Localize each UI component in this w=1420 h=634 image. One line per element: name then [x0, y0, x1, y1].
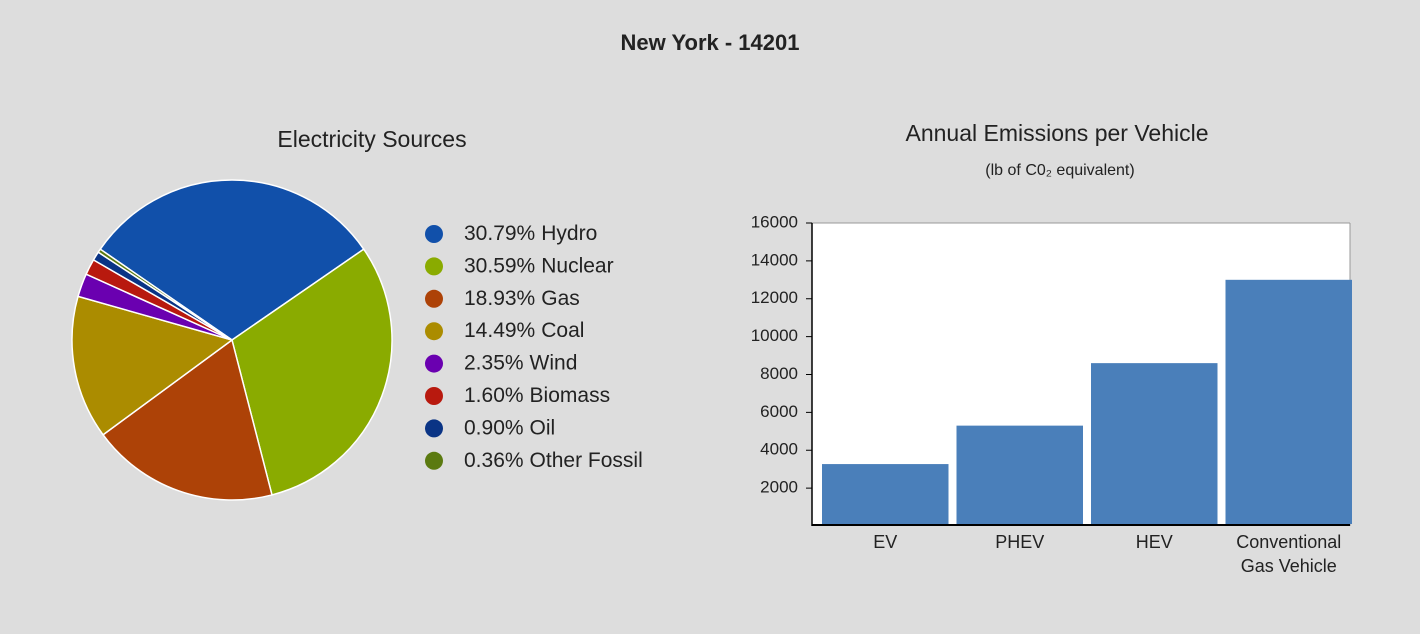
x-tick-label: EV: [873, 532, 898, 552]
legend-label: 14.49% Coal: [464, 319, 584, 342]
pie-slice: [97, 248, 233, 341]
pie-slice: [102, 338, 273, 501]
pie-slice: [231, 248, 393, 496]
legend-swatch: [425, 322, 443, 341]
y-tick-label: 2000: [760, 478, 798, 497]
legend-name: Gas: [541, 286, 580, 309]
y-tick-label: 8000: [760, 364, 798, 383]
page-title: New York - 14201: [621, 30, 800, 55]
y-tick-label: 16000: [751, 212, 798, 231]
legend-name: Coal: [541, 319, 584, 342]
legend-label: 0.90% Oil: [464, 416, 555, 439]
legend-label: 18.93% Gas: [464, 286, 580, 309]
legend-name: Oil: [530, 416, 556, 439]
legend-swatch: [425, 387, 443, 405]
legend-label: 30.79% Hydro: [464, 222, 597, 245]
y-tick-label: 6000: [760, 402, 798, 421]
pie-slice: [99, 179, 365, 341]
legend-label: 30.59% Nuclear: [464, 254, 614, 277]
legend-swatch: [425, 451, 443, 470]
legend-swatch: [425, 289, 443, 308]
legend-name: Wind: [530, 351, 578, 374]
x-tick-label: Conventional Gas Vehicle: [1236, 532, 1342, 576]
legend-value: 18.93%: [464, 286, 535, 309]
y-tick-label: 14000: [751, 250, 798, 269]
legend-label: 1.60% Biomass: [464, 384, 610, 407]
bar: [1225, 279, 1352, 524]
legend-name: Other Fossil: [530, 448, 643, 471]
y-tick-label: 4000: [760, 440, 798, 459]
bar: [956, 425, 1083, 524]
legend-swatch: [425, 419, 443, 438]
pie-title: Electricity Sources: [277, 126, 466, 152]
legend-value: 14.49%: [464, 319, 535, 342]
y-tick-label: 10000: [751, 326, 798, 345]
legend-value: 30.59%: [464, 254, 535, 277]
legend-swatch: [425, 354, 443, 373]
legend-name: Biomass: [530, 384, 611, 407]
legend-swatch: [425, 225, 443, 243]
x-tick-label: HEV: [1135, 532, 1173, 552]
x-tick-label: PHEV: [995, 532, 1045, 552]
legend-value: 0.36%: [464, 448, 524, 471]
legend-label: 0.36% Other Fossil: [464, 448, 643, 471]
legend-value: 1.60%: [464, 384, 524, 407]
legend-value: 0.90%: [464, 416, 524, 439]
y-tick-label: 12000: [751, 288, 798, 307]
bar: [822, 464, 949, 524]
bar-title: Annual Emissions per Vehicle: [906, 120, 1209, 146]
bar: [1091, 363, 1218, 524]
bar-subtitle: (lb of C0₂ equivalent): [985, 162, 1134, 179]
legend-value: 2.35%: [464, 351, 524, 374]
legend-label: 2.35% Wind: [464, 351, 577, 374]
legend-swatch: [425, 257, 443, 276]
legend-name: Nuclear: [541, 254, 613, 277]
legend-name: Hydro: [541, 222, 597, 245]
pie-slice: [71, 295, 234, 436]
legend-value: 30.79%: [464, 222, 535, 245]
